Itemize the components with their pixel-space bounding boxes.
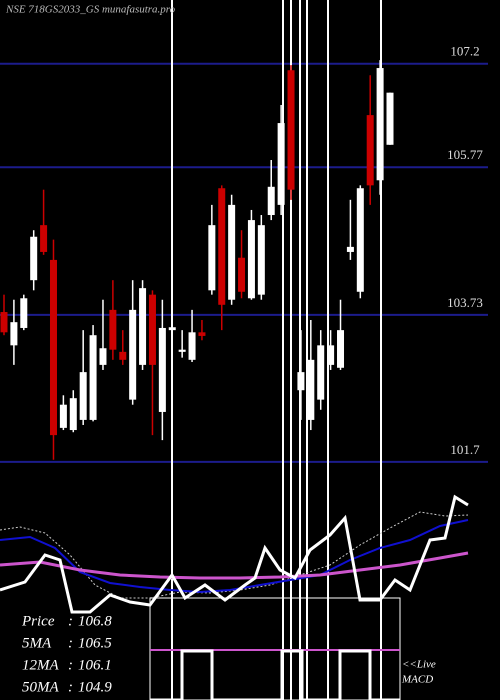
candle-body bbox=[208, 225, 216, 291]
candle-body bbox=[366, 115, 374, 186]
candle-body bbox=[10, 322, 18, 346]
candle-body bbox=[337, 330, 345, 368]
candle-body bbox=[327, 345, 335, 365]
candle-body bbox=[277, 123, 285, 205]
candle-body bbox=[139, 288, 147, 365]
macd-line bbox=[0, 494, 469, 614]
candle-body bbox=[0, 312, 8, 333]
candle-body bbox=[49, 259, 57, 436]
stat-label: 12MA bbox=[22, 657, 59, 673]
candle-body bbox=[386, 92, 394, 145]
candle-body bbox=[317, 345, 325, 400]
chart-title: NSE 718GS2033_GS munafasutra.pro bbox=[5, 4, 176, 16]
candle-body bbox=[218, 188, 226, 305]
candle-body bbox=[99, 348, 107, 365]
candle-body bbox=[168, 327, 176, 331]
macd-signal bbox=[150, 649, 400, 700]
candle-body bbox=[158, 327, 166, 412]
ma-dotted bbox=[0, 511, 469, 599]
candle-body bbox=[188, 332, 196, 360]
stat-label: 5MA bbox=[22, 635, 52, 651]
stat-label: 50MA bbox=[22, 679, 59, 695]
candle-body bbox=[356, 188, 364, 292]
ma-violet bbox=[0, 551, 469, 580]
macd-label: <<Live bbox=[402, 659, 436, 671]
grid: 107.2 105.77 103.73 101.7 bbox=[0, 44, 488, 463]
stat-separator: : bbox=[68, 657, 73, 673]
stat-separator: : bbox=[68, 679, 73, 695]
y-tick-label: 103.73 bbox=[447, 295, 483, 310]
candle-body bbox=[267, 186, 275, 216]
candle-body bbox=[69, 398, 77, 431]
candle-body bbox=[40, 225, 48, 252]
ma-blue bbox=[0, 519, 469, 594]
indicator-panel bbox=[0, 494, 469, 700]
candle-body bbox=[129, 309, 137, 400]
candle-body bbox=[247, 220, 255, 299]
macd-label: MACD bbox=[401, 674, 433, 686]
stat-separator: : bbox=[68, 635, 73, 651]
candle-body bbox=[178, 349, 186, 352]
candle-body bbox=[119, 351, 127, 360]
candle-body bbox=[89, 335, 97, 420]
stat-label: Price bbox=[21, 613, 55, 629]
stat-value: 106.1 bbox=[78, 657, 112, 673]
y-tick-label: 101.7 bbox=[450, 442, 480, 457]
candle-body bbox=[20, 298, 28, 328]
candle-body bbox=[148, 294, 156, 365]
y-tick-label: 107.2 bbox=[450, 44, 479, 59]
stat-value: 104.9 bbox=[78, 679, 112, 695]
y-tick-label: 105.77 bbox=[447, 147, 483, 162]
candle-body bbox=[287, 70, 295, 190]
candle-body bbox=[228, 204, 236, 300]
candle-body bbox=[30, 236, 38, 281]
candle-body bbox=[257, 225, 265, 295]
candle-body bbox=[376, 68, 384, 181]
candles bbox=[0, 60, 394, 460]
candle-body bbox=[79, 372, 87, 420]
candle-body bbox=[346, 246, 354, 252]
candle-body bbox=[109, 309, 117, 350]
candle-body bbox=[198, 332, 206, 336]
candle-body bbox=[307, 359, 315, 420]
stat-value: 106.8 bbox=[78, 613, 112, 629]
candle-body bbox=[238, 257, 246, 292]
stat-value: 106.5 bbox=[78, 635, 112, 651]
candle-body bbox=[297, 372, 305, 391]
stat-separator: : bbox=[68, 613, 73, 629]
candle-body bbox=[59, 404, 67, 428]
